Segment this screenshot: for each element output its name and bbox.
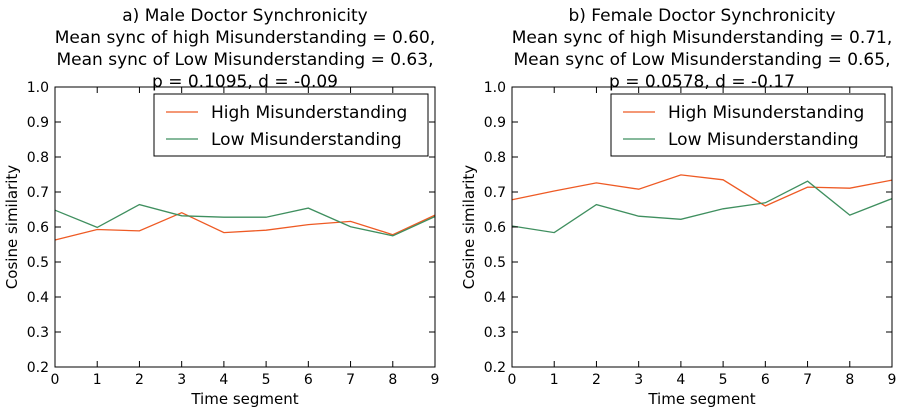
x-tick-label: 4 [219,372,228,388]
y-tick-label: 0.9 [484,115,506,131]
x-tick-label: 5 [719,372,728,388]
chart-title-line: p = 0.1095, d = -0.09 [152,72,338,92]
x-tick-label: 6 [304,372,313,388]
y-tick-label: 0.2 [27,360,49,376]
series-line-1 [54,203,436,237]
x-tick-label: 2 [135,372,144,388]
y-axis-label: Cosine similarity [460,165,478,289]
y-tick-label: 0.4 [484,290,506,306]
x-tick-label: 9 [431,372,440,388]
y-tick-label: 0.8 [27,150,49,166]
y-tick-label: 0.2 [484,360,506,376]
x-tick-label: 7 [346,372,355,388]
x-tick-label: 4 [676,372,685,388]
x-tick-label: 1 [93,372,102,388]
x-axis-label: Time segment [190,390,298,408]
y-tick-label: 0.7 [27,185,49,201]
y-tick-label: 0.6 [484,220,506,236]
legend-box [153,93,429,157]
y-tick-label: 0.5 [27,255,49,271]
x-tick-label: 8 [388,372,397,388]
chart-title-line: Mean sync of high Misunderstanding = 0.7… [512,28,893,48]
x-tick-label: 9 [888,372,897,388]
y-tick-label: 0.8 [484,150,506,166]
x-tick-label: 5 [262,372,271,388]
chart-title-line: b) Female Doctor Synchronicity [568,6,835,26]
chart-title-line: p = 0.0578, d = -0.17 [609,72,795,92]
y-tick-label: 0.6 [27,220,49,236]
x-tick-label: 3 [634,372,643,388]
legend-box [610,93,886,157]
y-tick-label: 0.3 [27,325,49,341]
x-tick-label: 0 [508,372,517,388]
x-tick-label: 8 [845,372,854,388]
y-tick-label: 0.7 [484,185,506,201]
x-tick-label: 0 [51,372,60,388]
x-tick-label: 2 [592,372,601,388]
legend-label-0: High Misunderstanding [668,103,864,123]
y-tick-label: 0.5 [484,255,506,271]
series-line-1 [511,180,893,234]
series-line-0 [54,211,436,241]
y-axis-label: Cosine similarity [3,165,21,289]
x-tick-label: 6 [761,372,770,388]
series-line-0 [511,174,893,207]
x-axis-label: Time segment [647,390,755,408]
x-tick-label: 3 [177,372,186,388]
x-tick-label: 1 [550,372,559,388]
legend-label-1: Low Misunderstanding [211,130,402,150]
chart-title-line: Mean sync of Low Misunderstanding = 0.63… [57,50,434,70]
legend-label-0: High Misunderstanding [211,103,407,123]
chart-title-line: a) Male Doctor Synchronicity [122,6,367,26]
y-tick-label: 0.9 [27,115,49,131]
y-tick-label: 0.4 [27,290,49,306]
y-tick-label: 0.3 [484,325,506,341]
y-tick-label: 1.0 [27,80,49,96]
legend-label-1: Low Misunderstanding [668,130,859,150]
chart-title-line: Mean sync of high Misunderstanding = 0.6… [55,28,436,48]
chart-title-line: Mean sync of Low Misunderstanding = 0.65… [514,50,891,70]
x-tick-label: 7 [803,372,812,388]
y-tick-label: 1.0 [484,80,506,96]
